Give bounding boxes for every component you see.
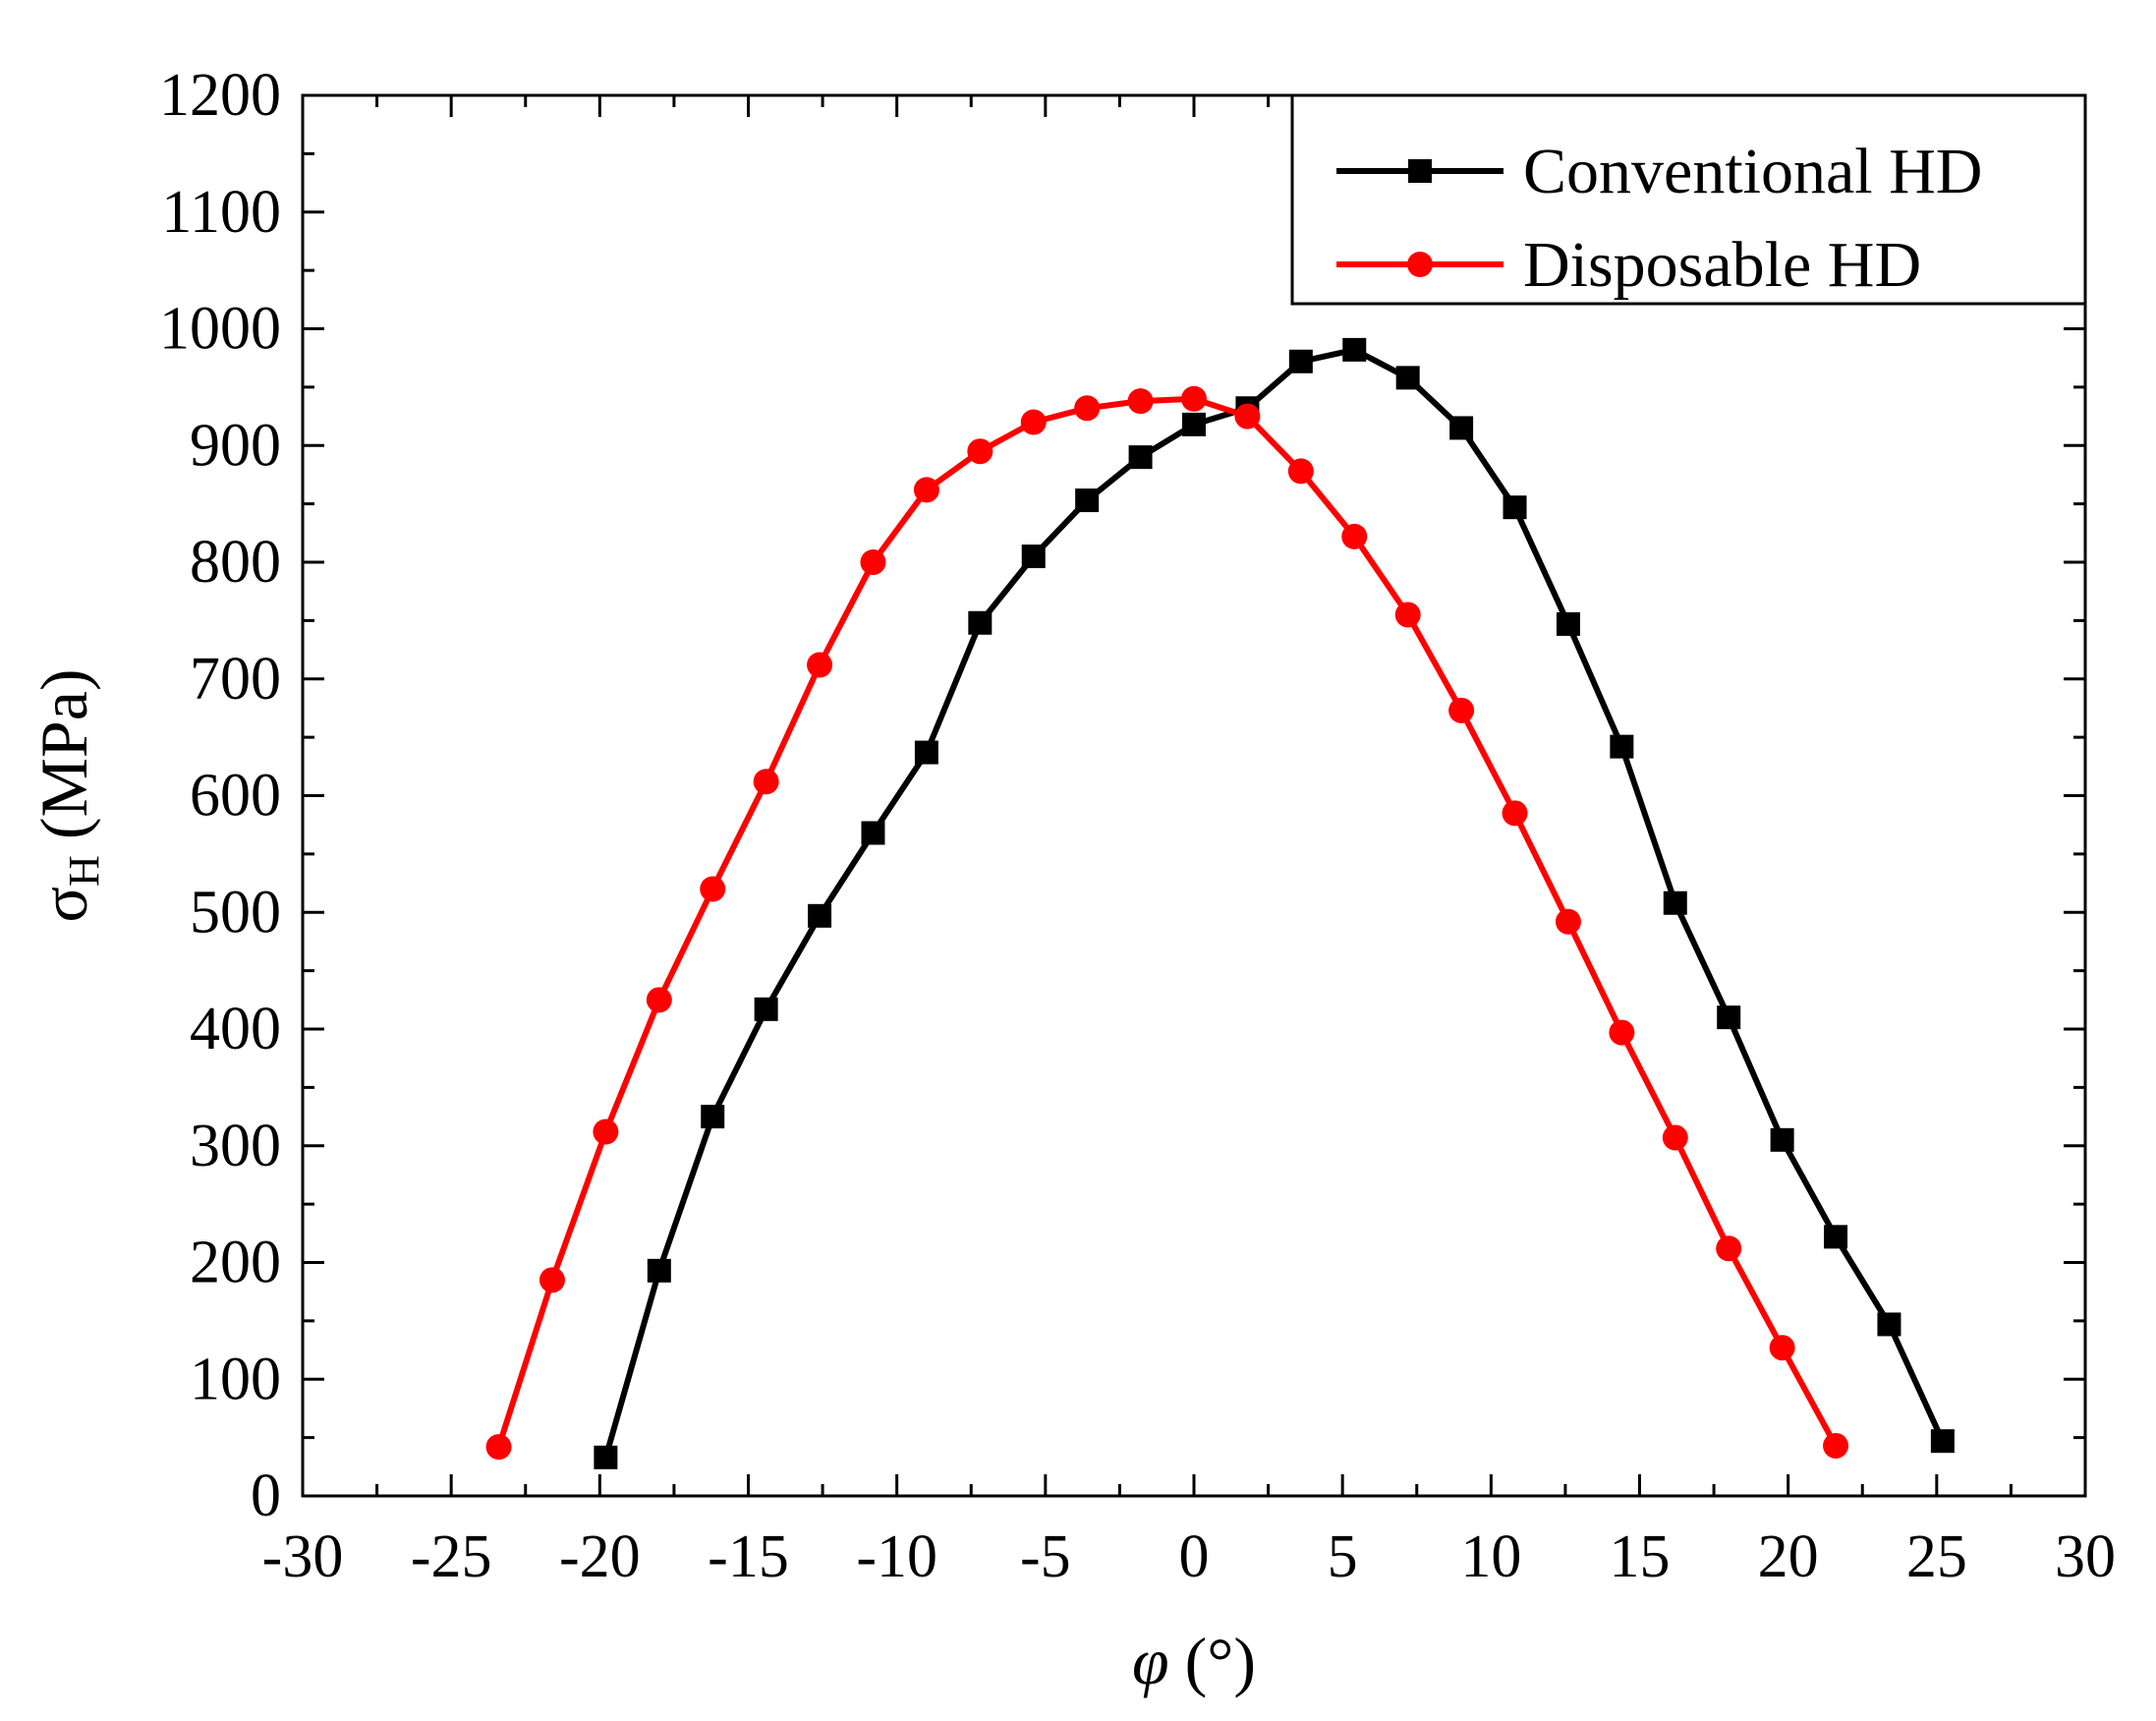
y-tick-label: 600 — [190, 763, 281, 830]
data-point — [754, 997, 778, 1021]
y-axis-subscript: H — [60, 855, 108, 887]
legend: Conventional HD Disposable HD — [1290, 93, 2087, 306]
plot-frame — [301, 93, 2087, 1498]
data-point — [1341, 523, 1368, 549]
y-axis-unit: (MPa) — [27, 668, 101, 839]
x-tick-label: 30 — [2055, 1523, 2116, 1590]
legend-marker — [1407, 252, 1433, 277]
legend-label: Conventional HD — [1523, 136, 1982, 207]
data-point — [1394, 602, 1421, 628]
x-axis-unit: (°) — [1185, 1624, 1256, 1698]
data-point — [1609, 1019, 1635, 1046]
x-tick-label: -30 — [262, 1523, 344, 1590]
y-axis-symbol: σ — [27, 887, 101, 923]
data-point — [968, 610, 993, 635]
y-tick-label: 400 — [190, 996, 281, 1062]
data-point — [1503, 495, 1527, 520]
data-point — [1823, 1432, 1849, 1459]
x-tick-label: -25 — [411, 1523, 492, 1590]
series-disposable-hd — [485, 385, 1849, 1461]
y-axis-title: σH (MPa) — [27, 668, 108, 922]
x-tick-label: -10 — [856, 1523, 937, 1590]
x-tick-label: -20 — [559, 1523, 641, 1590]
series-line — [495, 395, 1839, 1449]
legend-item: Conventional HD — [1336, 136, 1982, 207]
data-point — [700, 876, 726, 902]
data-point — [1502, 800, 1528, 827]
data-point — [967, 438, 993, 465]
data-point — [1287, 458, 1314, 485]
data-point — [1663, 890, 1687, 915]
data-point — [1824, 1225, 1848, 1249]
data-point — [1020, 409, 1047, 435]
data-point — [485, 1434, 512, 1461]
x-tick-label: 15 — [1610, 1523, 1671, 1590]
data-point — [539, 1267, 565, 1293]
series-line — [602, 346, 1946, 1459]
x-axis-symbol: φ — [1132, 1624, 1169, 1698]
data-point — [861, 821, 885, 845]
data-point — [1074, 395, 1101, 422]
data-point — [647, 1258, 671, 1283]
data-point — [913, 477, 939, 503]
y-tick-label: 300 — [190, 1113, 281, 1179]
data-point — [1181, 385, 1207, 412]
data-point — [593, 1119, 619, 1145]
data-point — [807, 652, 833, 678]
legend-label: Disposable HD — [1523, 229, 1921, 301]
y-tick-label: 1000 — [159, 296, 281, 363]
data-point — [1716, 1235, 1742, 1262]
x-tick-label: 20 — [1758, 1523, 1819, 1590]
y-tick-label: 200 — [190, 1230, 281, 1296]
data-point — [1342, 337, 1367, 362]
data-point — [1717, 1005, 1741, 1030]
x-tick-label: 5 — [1328, 1523, 1358, 1590]
data-point — [1769, 1335, 1795, 1361]
x-tick-label: 0 — [1179, 1523, 1210, 1590]
data-point — [1182, 412, 1206, 436]
y-tick-label: 1100 — [161, 179, 281, 246]
y-tick-label: 900 — [190, 412, 281, 479]
data-point — [914, 740, 938, 765]
data-point — [1288, 349, 1313, 373]
data-point — [1395, 366, 1420, 390]
data-point — [646, 987, 672, 1013]
y-tick-label: 1200 — [159, 62, 281, 129]
data-point — [1021, 545, 1046, 569]
data-point — [1662, 1124, 1688, 1151]
data-point — [1075, 488, 1100, 513]
legend-marker — [1408, 159, 1432, 183]
x-tick-label: 25 — [1906, 1523, 1967, 1590]
data-point — [1128, 445, 1153, 470]
data-point — [1127, 388, 1154, 415]
y-tick-label: 100 — [190, 1346, 281, 1412]
data-point — [1555, 908, 1581, 935]
data-point — [1556, 611, 1580, 636]
y-tick-label: 800 — [190, 529, 281, 596]
y-tick-label: 500 — [190, 879, 281, 946]
data-point — [753, 769, 779, 795]
data-point — [1930, 1429, 1955, 1454]
x-tick-label: 10 — [1460, 1523, 1521, 1590]
data-point — [1448, 697, 1475, 723]
data-point — [1770, 1127, 1794, 1152]
x-axis-title: φ (°) — [1132, 1624, 1256, 1698]
data-point — [1234, 403, 1261, 430]
data-point — [1449, 416, 1474, 440]
y-tick-label: 700 — [190, 646, 281, 713]
data-point — [594, 1445, 618, 1469]
data-point — [808, 903, 832, 928]
data-point — [860, 549, 886, 575]
legend-items: Conventional HD Disposable HD — [1336, 136, 1982, 301]
legend-item: Disposable HD — [1336, 229, 1921, 301]
data-point — [1610, 734, 1634, 759]
series-layer — [485, 337, 1955, 1469]
data-point — [701, 1105, 725, 1129]
x-tick-label: -15 — [708, 1523, 789, 1590]
y-tick-label: 0 — [251, 1463, 281, 1529]
x-tick-label: -5 — [1020, 1523, 1071, 1590]
data-point — [1877, 1312, 1901, 1337]
